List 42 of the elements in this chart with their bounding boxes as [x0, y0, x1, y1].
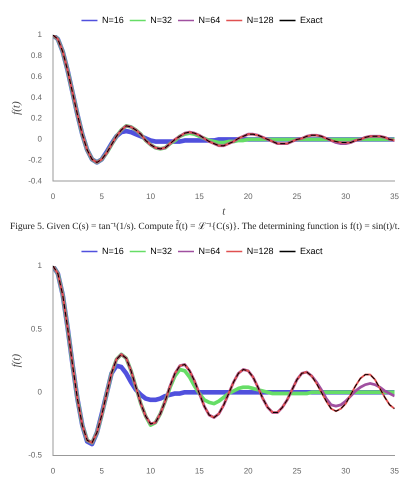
x-tick-label: 20: [244, 466, 254, 476]
x-axis-title: t: [222, 205, 226, 218]
y-tick-label: 1: [38, 30, 43, 40]
x-tick-label: 10: [146, 466, 156, 476]
y-axis-title: f(t): [10, 354, 22, 368]
legend-label: Exact: [300, 246, 324, 256]
legend-label: N=128: [246, 246, 274, 256]
legend-label: N=32: [150, 246, 172, 256]
x-tick-label: 25: [292, 466, 302, 476]
y-tick-label: 0: [38, 388, 43, 397]
caption: Figure 5. Given C(s) = tan⁻¹(1/s). Compute f̃(t) = ℒ⁻¹{C(s)}. The determining function is f(t) = sin(t)/t.: [9, 219, 401, 234]
legend-label: N=16: [102, 14, 124, 25]
y-tick-label: 0.2: [30, 114, 43, 123]
y-tick-label: 0.6: [30, 72, 43, 81]
x-tick-label: 20: [244, 192, 254, 202]
x-tick-label: 35: [390, 466, 400, 476]
x-tick-label: 15: [194, 466, 204, 476]
x-tick-label: 30: [341, 192, 351, 202]
legend-label: N=32: [150, 14, 172, 25]
legend-label: N=64: [198, 14, 220, 25]
legend-label: Exact: [300, 14, 324, 25]
x-tick-label: 15: [194, 192, 204, 202]
y-tick-label: 0.5: [30, 324, 43, 334]
x-tick-label: 0: [50, 466, 56, 476]
y-tick-label: 0.4: [30, 92, 43, 102]
x-tick-label: 35: [390, 192, 400, 202]
legend-label: N=128: [246, 14, 274, 25]
x-tick-label: 30: [341, 466, 351, 476]
legend-label: N=16: [102, 246, 124, 256]
x-tick-label: 10: [146, 192, 156, 202]
y-tick-label: 0.8: [30, 51, 43, 60]
legend-label: N=64: [198, 246, 220, 256]
x-tick-label: 25: [292, 192, 302, 202]
x-tick-label: 5: [100, 192, 105, 202]
y-axis-title: f(t): [10, 101, 22, 115]
y-tick-label: 1: [38, 262, 43, 271]
y-tick-label: 0: [38, 134, 43, 144]
y-tick-label: -0.2: [28, 156, 43, 165]
x-tick-label: 0: [50, 192, 56, 202]
y-tick-label: -0.5: [28, 450, 43, 460]
y-tick-label: -0.4: [28, 176, 43, 186]
x-tick-label: 5: [100, 466, 105, 476]
